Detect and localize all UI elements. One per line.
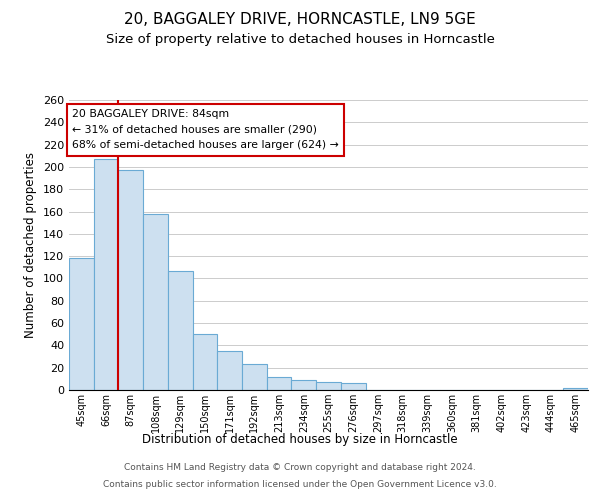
- Text: Contains HM Land Registry data © Crown copyright and database right 2024.: Contains HM Land Registry data © Crown c…: [124, 464, 476, 472]
- Bar: [341, 384, 365, 390]
- Text: Size of property relative to detached houses in Horncastle: Size of property relative to detached ho…: [106, 32, 494, 46]
- Text: 20 BAGGALEY DRIVE: 84sqm
← 31% of detached houses are smaller (290)
68% of semi-: 20 BAGGALEY DRIVE: 84sqm ← 31% of detach…: [72, 109, 339, 150]
- Y-axis label: Number of detached properties: Number of detached properties: [25, 152, 37, 338]
- Bar: [168, 270, 193, 390]
- Text: Distribution of detached houses by size in Horncastle: Distribution of detached houses by size …: [142, 432, 458, 446]
- Text: 20, BAGGALEY DRIVE, HORNCASTLE, LN9 5GE: 20, BAGGALEY DRIVE, HORNCASTLE, LN9 5GE: [124, 12, 476, 28]
- Bar: [143, 214, 168, 390]
- Bar: [267, 376, 292, 390]
- Bar: [69, 258, 94, 390]
- Bar: [118, 170, 143, 390]
- Bar: [94, 159, 118, 390]
- Bar: [316, 382, 341, 390]
- Text: Contains public sector information licensed under the Open Government Licence v3: Contains public sector information licen…: [103, 480, 497, 489]
- Bar: [242, 364, 267, 390]
- Bar: [217, 351, 242, 390]
- Bar: [563, 388, 588, 390]
- Bar: [193, 334, 217, 390]
- Bar: [292, 380, 316, 390]
